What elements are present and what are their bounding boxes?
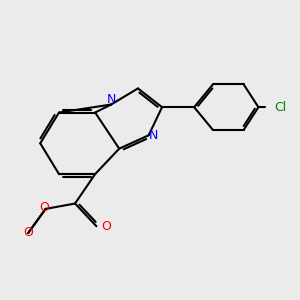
- Text: N: N: [149, 129, 158, 142]
- Text: O: O: [39, 201, 49, 214]
- Text: Cl: Cl: [274, 101, 287, 114]
- Text: O: O: [101, 220, 111, 233]
- Text: N: N: [106, 93, 116, 106]
- Text: O: O: [23, 226, 33, 239]
